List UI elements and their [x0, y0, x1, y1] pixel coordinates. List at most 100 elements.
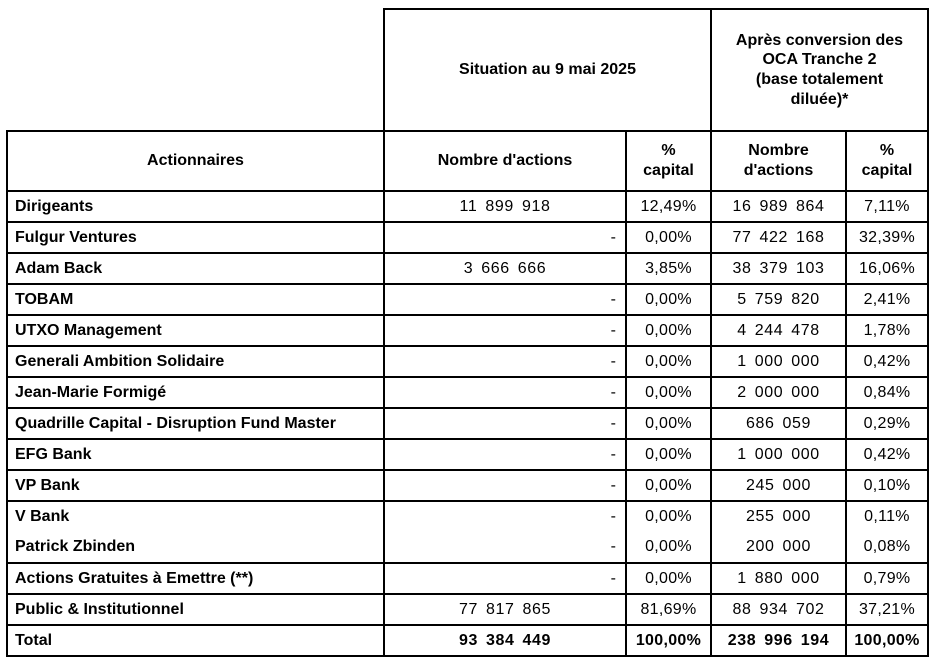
shares-current-cell: - — [383, 469, 627, 502]
pct-current-cell: 12,49% — [625, 190, 712, 223]
pct-diluted-cell: 0,29% — [845, 407, 929, 440]
table-row: Jean-Marie Formigé - 0,00% 2 000 000 0,8… — [6, 376, 929, 409]
pct-current-cell: 100,00% — [625, 624, 712, 657]
shares-diluted-cell: 38 379 103 — [710, 252, 847, 285]
shares-diluted-cell: 255 000 — [710, 500, 847, 532]
table-body: Dirigeants 11 899 918 12,49% 16 989 864 … — [6, 190, 929, 657]
col-header-shares-current: Nombre d'actions — [383, 130, 627, 192]
shares-current-cell: - — [383, 283, 627, 316]
shares-diluted-cell: 200 000 — [710, 532, 847, 564]
shares-current-cell: - — [383, 500, 627, 532]
shares-diluted-cell: 2 000 000 — [710, 376, 847, 409]
table-row: Actions Gratuites à Emettre (**) - 0,00%… — [6, 562, 929, 595]
pct-diluted-cell: 2,41% — [845, 283, 929, 316]
pct-current-cell: 0,00% — [625, 345, 712, 378]
table-row: Quadrille Capital - Disruption Fund Mast… — [6, 407, 929, 440]
table-row: EFG Bank - 0,00% 1 000 000 0,42% — [6, 438, 929, 471]
shareholder-name-cell: Adam Back — [6, 252, 385, 285]
shareholding-table: Situation au 9 mai 2025 Après conversion… — [6, 8, 929, 657]
shareholder-name-cell: TOBAM — [6, 283, 385, 316]
pct-diluted-cell: 32,39% — [845, 221, 929, 254]
pct-current-cell: 3,85% — [625, 252, 712, 285]
pct-diluted-cell: 0,08% — [845, 532, 929, 564]
shares-current-cell: - — [383, 562, 627, 595]
shares-diluted-cell: 77 422 168 — [710, 221, 847, 254]
shareholder-name-cell: V Bank — [6, 500, 385, 532]
shares-current-cell: 11 899 918 — [383, 190, 627, 223]
shares-current-cell: - — [383, 221, 627, 254]
shareholder-name-cell: Patrick Zbinden — [6, 532, 385, 564]
pct-diluted-cell: 16,06% — [845, 252, 929, 285]
col-header-pct-diluted: % capital — [845, 130, 929, 192]
col-header-shares-diluted: Nombre d'actions — [710, 130, 847, 192]
shares-current-cell: 77 817 865 — [383, 593, 627, 626]
pct-diluted-cell: 0,42% — [845, 438, 929, 471]
shareholder-name-cell: Public & Institutionnel — [6, 593, 385, 626]
col-header-pct-current: % capital — [625, 130, 712, 192]
pct-diluted-cell: 0,10% — [845, 469, 929, 502]
pct-diluted-cell: 0,79% — [845, 562, 929, 595]
shareholder-name-cell: Generali Ambition Solidaire — [6, 345, 385, 378]
shareholder-name-cell: VP Bank — [6, 469, 385, 502]
shares-diluted-cell: 4 244 478 — [710, 314, 847, 347]
pct-current-cell: 0,00% — [625, 283, 712, 316]
pct-current-cell: 0,00% — [625, 407, 712, 440]
group-header-situation: Situation au 9 mai 2025 — [383, 8, 712, 132]
pct-diluted-cell: 100,00% — [845, 624, 929, 657]
shares-diluted-cell: 16 989 864 — [710, 190, 847, 223]
table-row: Public & Institutionnel 77 817 865 81,69… — [6, 593, 929, 626]
group-header-row: Situation au 9 mai 2025 Après conversion… — [7, 8, 929, 132]
pct-diluted-cell: 0,84% — [845, 376, 929, 409]
pct-diluted-cell: 7,11% — [845, 190, 929, 223]
table-row: Total 93 384 449 100,00% 238 996 194 100… — [6, 624, 929, 657]
shares-diluted-cell: 5 759 820 — [710, 283, 847, 316]
table-row: VP Bank - 0,00% 245 000 0,10% — [6, 469, 929, 502]
shares-current-cell: - — [383, 345, 627, 378]
pct-current-cell: 0,00% — [625, 221, 712, 254]
pct-current-cell: 81,69% — [625, 593, 712, 626]
pct-current-cell: 0,00% — [625, 562, 712, 595]
pct-current-cell: 0,00% — [625, 314, 712, 347]
group-header-apres-conversion: Après conversion des OCA Tranche 2 (base… — [710, 8, 929, 132]
table-row: Fulgur Ventures - 0,00% 77 422 168 32,39… — [6, 221, 929, 254]
table-row: Generali Ambition Solidaire - 0,00% 1 00… — [6, 345, 929, 378]
table-row: TOBAM - 0,00% 5 759 820 2,41% — [6, 283, 929, 316]
shares-diluted-cell: 1 880 000 — [710, 562, 847, 595]
shares-diluted-cell: 686 059 — [710, 407, 847, 440]
shareholder-name-cell: EFG Bank — [6, 438, 385, 471]
shares-current-cell: - — [383, 314, 627, 347]
shares-diluted-cell: 88 934 702 — [710, 593, 847, 626]
shares-current-cell: - — [383, 532, 627, 564]
shareholder-name-cell: Quadrille Capital - Disruption Fund Mast… — [6, 407, 385, 440]
shares-current-cell: - — [383, 407, 627, 440]
table-row: V Bank - 0,00% 255 000 0,11% — [6, 500, 929, 532]
shares-current-cell: 3 666 666 — [383, 252, 627, 285]
pct-current-cell: 0,00% — [625, 500, 712, 532]
shareholder-name-cell: Dirigeants — [6, 190, 385, 223]
pct-current-cell: 0,00% — [625, 532, 712, 564]
shareholder-name-cell: Actions Gratuites à Emettre (**) — [6, 562, 385, 595]
pct-current-cell: 0,00% — [625, 469, 712, 502]
shares-diluted-cell: 1 000 000 — [710, 345, 847, 378]
col-header-actionnaires: Actionnaires — [6, 130, 385, 192]
shares-diluted-cell: 238 996 194 — [710, 624, 847, 657]
blank-corner-cell — [7, 9, 384, 131]
shareholder-name-cell: UTXO Management — [6, 314, 385, 347]
shares-current-cell: - — [383, 438, 627, 471]
table-row: UTXO Management - 0,00% 4 244 478 1,78% — [6, 314, 929, 347]
table-row: Patrick Zbinden - 0,00% 200 000 0,08% — [6, 532, 929, 564]
shares-diluted-cell: 1 000 000 — [710, 438, 847, 471]
shareholder-name-cell: Total — [6, 624, 385, 657]
column-header-row: Actionnaires Nombre d'actions % capital … — [6, 130, 929, 192]
shares-current-cell: - — [383, 376, 627, 409]
pct-diluted-cell: 37,21% — [845, 593, 929, 626]
shareholder-name-cell: Fulgur Ventures — [6, 221, 385, 254]
table-row: Dirigeants 11 899 918 12,49% 16 989 864 … — [6, 190, 929, 223]
pct-diluted-cell: 0,11% — [845, 500, 929, 532]
pct-current-cell: 0,00% — [625, 376, 712, 409]
shares-diluted-cell: 245 000 — [710, 469, 847, 502]
shareholder-name-cell: Jean-Marie Formigé — [6, 376, 385, 409]
shares-current-cell: 93 384 449 — [383, 624, 627, 657]
pct-diluted-cell: 1,78% — [845, 314, 929, 347]
